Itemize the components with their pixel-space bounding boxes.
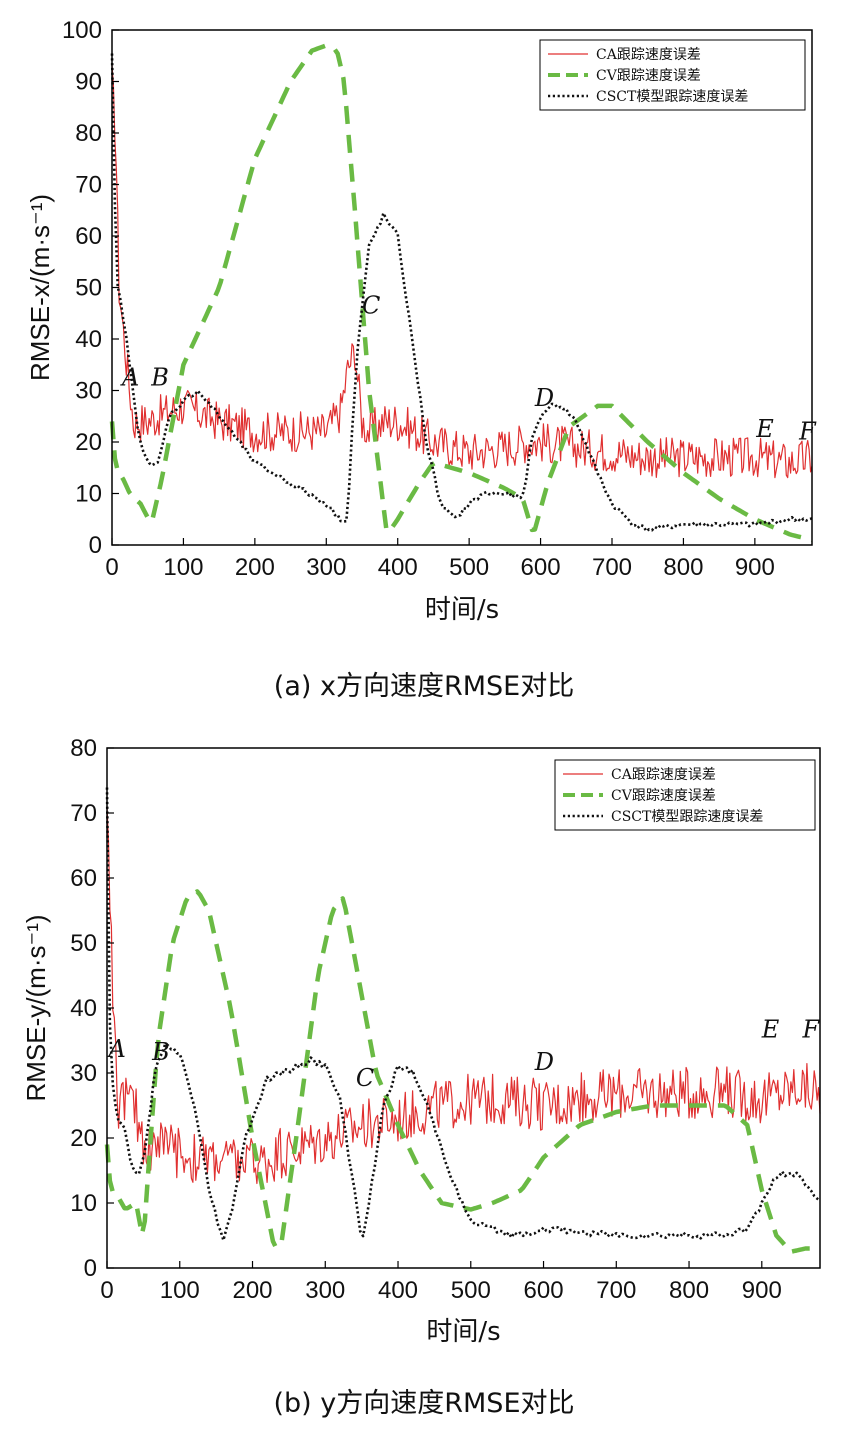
y-axis-label-a: RMSE-x/(m·s⁻¹)	[25, 194, 55, 381]
legend-box-b	[554, 759, 816, 831]
series-line-cv	[109, 43, 813, 543]
annotation-b: B	[150, 363, 169, 391]
y-tick-label: 80	[70, 735, 97, 762]
caption-a: (a) x方向速度RMSE对比	[274, 671, 574, 702]
y-tick-label: 40	[70, 995, 97, 1022]
legend-label-cv-a: CV跟踪速度误差	[596, 68, 701, 84]
x-tick-label: 500	[451, 1277, 491, 1304]
legend-label-csct-b: CSCT模型跟踪速度误差	[611, 809, 763, 825]
x-tick-label: 800	[669, 1277, 709, 1304]
y-tick-label: 30	[70, 1060, 97, 1087]
series-line-ca	[106, 806, 821, 1185]
legend-label-cv-b: CV跟踪速度误差	[611, 788, 716, 804]
annotation-e: E	[761, 1015, 780, 1043]
x-tick-label: 600	[521, 554, 561, 581]
y-tick-label: 10	[75, 481, 102, 508]
legend-label-ca-a: CA跟踪速度误差	[596, 47, 701, 63]
x-tick-label: 300	[306, 554, 346, 581]
annotation-b: B	[151, 1038, 170, 1066]
y-axis-label-b: RMSE-y/(m·s⁻¹)	[21, 914, 51, 1101]
x-tick-label: 400	[378, 554, 418, 581]
annotation-e: E	[755, 415, 774, 443]
annotation-c: C	[356, 1064, 374, 1092]
annotation-d: D	[534, 1048, 554, 1076]
y-tick-label: 60	[75, 223, 102, 250]
y-tick-label: 90	[75, 69, 102, 96]
annotations-b: A B C D E F	[106, 1015, 820, 1092]
y-tick-label: 50	[75, 275, 102, 302]
annotation-c: C	[362, 291, 380, 319]
legend-label-ca-b: CA跟踪速度误差	[611, 767, 716, 783]
x-tick-label: 800	[663, 554, 703, 581]
series-line-csct	[105, 787, 821, 1242]
x-tick-label: 900	[735, 554, 775, 581]
annotation-f: F	[798, 417, 817, 445]
series-line-ca	[111, 65, 813, 479]
y-tick-label: 0	[84, 1255, 97, 1282]
ticks-a: 0 100 200 300 400 500 600 700 800 900 0 10 20 30 40 50 6…	[62, 17, 775, 581]
x-tick-label: 500	[449, 554, 489, 581]
x-tick-label: 200	[235, 554, 275, 581]
x-tick-label: 100	[163, 554, 203, 581]
caption-b: (b) y方向速度RMSE对比	[273, 1388, 574, 1419]
chart-panel-b: 0 100 200 300 400 500 600 700 800 900 0 10 20 30 40 50 6…	[21, 735, 821, 1419]
annotation-f: F	[802, 1015, 821, 1043]
y-tick-label: 50	[70, 930, 97, 957]
y-tick-label: 70	[70, 800, 97, 827]
legend-b: CA跟踪速度误差 CV跟踪速度误差 CSCT模型跟踪速度误差	[554, 759, 816, 831]
x-tick-label: 100	[160, 1277, 200, 1304]
x-tick-label: 700	[596, 1277, 636, 1304]
x-tick-label: 200	[232, 1277, 272, 1304]
y-tick-label: 70	[75, 172, 102, 199]
y-tick-label: 100	[62, 17, 102, 44]
series-line-cv	[104, 889, 820, 1255]
ticks-b: 0 100 200 300 400 500 600 700 800 900 0 10 20 30 40 50 6…	[70, 735, 782, 1304]
y-tick-label: 20	[70, 1125, 97, 1152]
series-layer-b	[104, 787, 821, 1255]
x-tick-label: 400	[378, 1277, 418, 1304]
x-tick-label: 700	[592, 554, 632, 581]
x-axis-label-b: 时间/s	[426, 1317, 500, 1347]
x-tick-label: 0	[105, 554, 118, 581]
legend-a: CA跟踪速度误差 CV跟踪速度误差 CSCT模型跟踪速度误差	[539, 39, 806, 111]
y-tick-label: 0	[89, 532, 102, 559]
annotations-a: A B C D E F	[120, 291, 817, 445]
y-tick-label: 40	[75, 326, 102, 353]
x-tick-label: 600	[524, 1277, 564, 1304]
x-tick-label: 0	[100, 1277, 113, 1304]
legend-label-csct-a: CSCT模型跟踪速度误差	[596, 89, 748, 105]
y-tick-label: 20	[75, 429, 102, 456]
series-layer-a	[109, 43, 813, 543]
y-tick-label: 60	[70, 865, 97, 892]
annotation-a: A	[120, 363, 139, 391]
y-tick-label: 10	[70, 1190, 97, 1217]
chart-panel-a: 0 100 200 300 400 500 600 700 800 900 0 10 20 30 40 50 6…	[25, 17, 817, 702]
annotation-d: D	[534, 384, 554, 412]
series-line-csct	[110, 53, 813, 533]
y-tick-label: 80	[75, 120, 102, 147]
x-axis-label-a: 时间/s	[425, 595, 499, 625]
annotation-a: A	[106, 1035, 125, 1063]
x-tick-label: 900	[742, 1277, 782, 1304]
x-tick-label: 300	[305, 1277, 345, 1304]
y-tick-label: 30	[75, 378, 102, 405]
